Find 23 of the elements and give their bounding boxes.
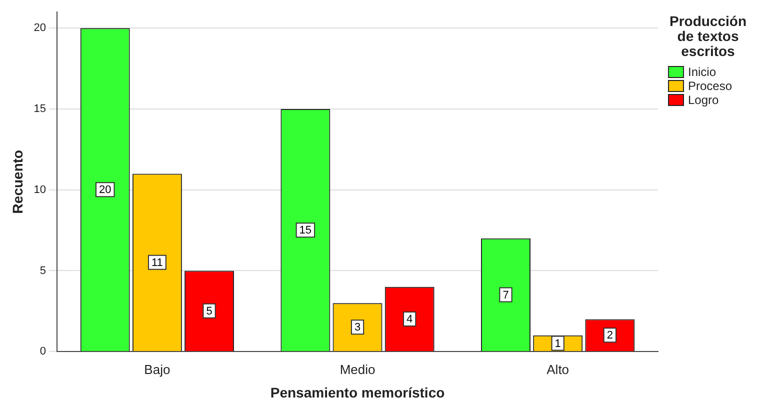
data-label: 11 — [151, 256, 163, 269]
y-tick-label: 5 — [40, 264, 46, 277]
data-label: 5 — [206, 305, 212, 318]
x-tick-label: Medio — [340, 362, 376, 377]
data-label: 3 — [354, 322, 361, 334]
data-label: 2 — [606, 330, 613, 342]
y-tick-label: 15 — [34, 103, 46, 116]
legend-label: Proceso — [688, 79, 732, 93]
y-tick-label: 0 — [40, 346, 46, 358]
x-axis-title: Pensamiento memorístico — [270, 384, 445, 400]
data-label: 7 — [502, 289, 509, 302]
y-tick-label: 10 — [34, 184, 46, 196]
data-label: 4 — [406, 314, 413, 326]
data-label: 1 — [554, 338, 561, 350]
y-axis-title: Recuento — [9, 150, 26, 214]
x-tick-label: Alto — [546, 362, 570, 377]
y-tick-label: 20 — [34, 22, 46, 34]
data-label: 20 — [98, 184, 112, 196]
data-label: 15 — [299, 224, 312, 237]
legend-label: Inicio — [688, 65, 716, 79]
legend-title: Producción de textos escritos — [668, 13, 748, 59]
x-tick-label: Bajo — [144, 362, 170, 377]
legend-label: Logro — [688, 93, 719, 107]
